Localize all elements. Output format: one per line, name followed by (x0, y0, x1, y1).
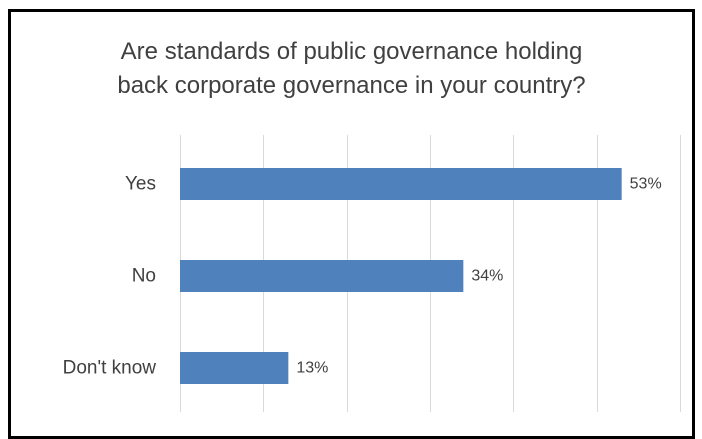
value-label-don-t-know: 13% (296, 360, 328, 377)
chart-title-line-2: back corporate governance in your countr… (117, 72, 586, 99)
value-label-yes: 53% (630, 176, 662, 193)
bar-don-t-know (180, 352, 289, 384)
chart-frame (8, 9, 695, 439)
bar-no (180, 260, 464, 292)
category-label-don-t-know: Don't know (63, 358, 157, 379)
category-label-yes: Yes (125, 174, 156, 195)
chart-title: Are standards of public governance holdi… (8, 35, 695, 103)
value-label-no: 34% (471, 268, 503, 285)
bar-yes (180, 168, 622, 200)
category-label-no: No (132, 266, 156, 287)
chart-title-line-1: Are standards of public governance holdi… (120, 38, 583, 65)
